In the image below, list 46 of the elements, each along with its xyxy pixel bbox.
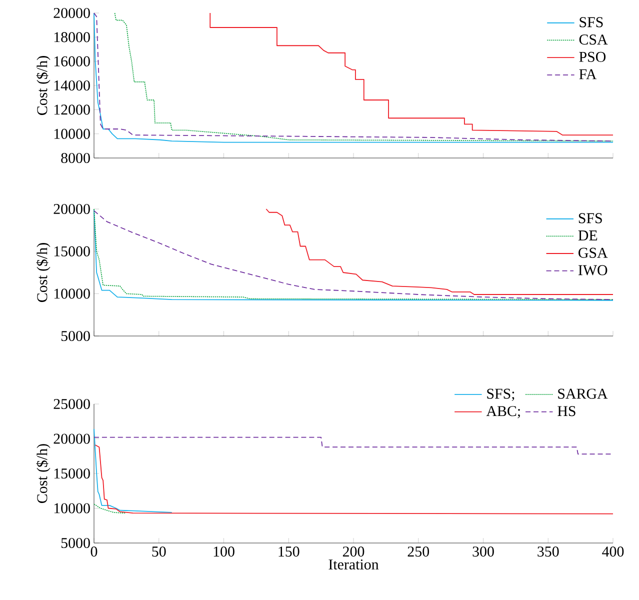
legend-label: CSA (579, 34, 608, 45)
line-series (266, 208, 614, 295)
y-axis-title: Cost ($/h) (36, 444, 50, 503)
x-tick-label: 150 (278, 546, 300, 557)
line-series (94, 428, 172, 513)
x-tick-label: 350 (538, 546, 559, 557)
legend-label: SFS (578, 213, 602, 224)
y-axis-title: Cost ($/h) (36, 56, 50, 115)
y-tick-label: 5000 (61, 330, 90, 342)
x-tick-label: 300 (472, 546, 494, 557)
x-tick-label: 100 (214, 546, 234, 557)
legend-label: DE (578, 230, 598, 240)
y-axis-title: Cost ($/h) (36, 243, 50, 302)
y-tick-label: 15000 (54, 246, 90, 256)
x-tick-label: 50 (152, 546, 166, 557)
x-tick-label: 0 (90, 546, 98, 557)
legend-label: SARGA (558, 388, 608, 399)
x-tick-label: 400 (602, 546, 624, 557)
y-tick-label: 10000 (54, 288, 90, 299)
y-tick-label: 16000 (54, 56, 90, 66)
legend-label: ABC; (486, 406, 520, 418)
legend-label: FA (579, 69, 597, 80)
legend-label: SFS (580, 17, 603, 28)
x-axis-title: Iteration (328, 559, 379, 570)
line-series (210, 12, 614, 136)
y-tick-label: 20000 (54, 204, 90, 214)
y-tick-label: 14000 (54, 80, 90, 91)
legend-label: GSA (578, 248, 608, 258)
y-tick-label: 10000 (54, 128, 90, 139)
legend-label: HS (558, 406, 576, 416)
x-tick-label: 200 (342, 546, 364, 557)
y-tick-label: 10000 (54, 503, 90, 514)
legend-label: PSO (579, 52, 606, 62)
y-tick-label: 12000 (54, 104, 90, 115)
y-tick-label: 18000 (54, 32, 90, 42)
x-tick-label: 250 (408, 546, 430, 557)
y-tick-label: 5000 (61, 538, 90, 548)
y-tick-label: 25000 (54, 398, 90, 410)
y-tick-label: 20000 (54, 434, 90, 444)
legend-label: SFS; (487, 388, 514, 401)
y-tick-label: 8000 (61, 152, 90, 164)
y-tick-label: 20000 (54, 8, 90, 18)
legend-label: IWO (578, 265, 608, 276)
line-series (94, 504, 126, 514)
line-series (94, 444, 614, 514)
y-tick-label: 15000 (54, 468, 90, 479)
